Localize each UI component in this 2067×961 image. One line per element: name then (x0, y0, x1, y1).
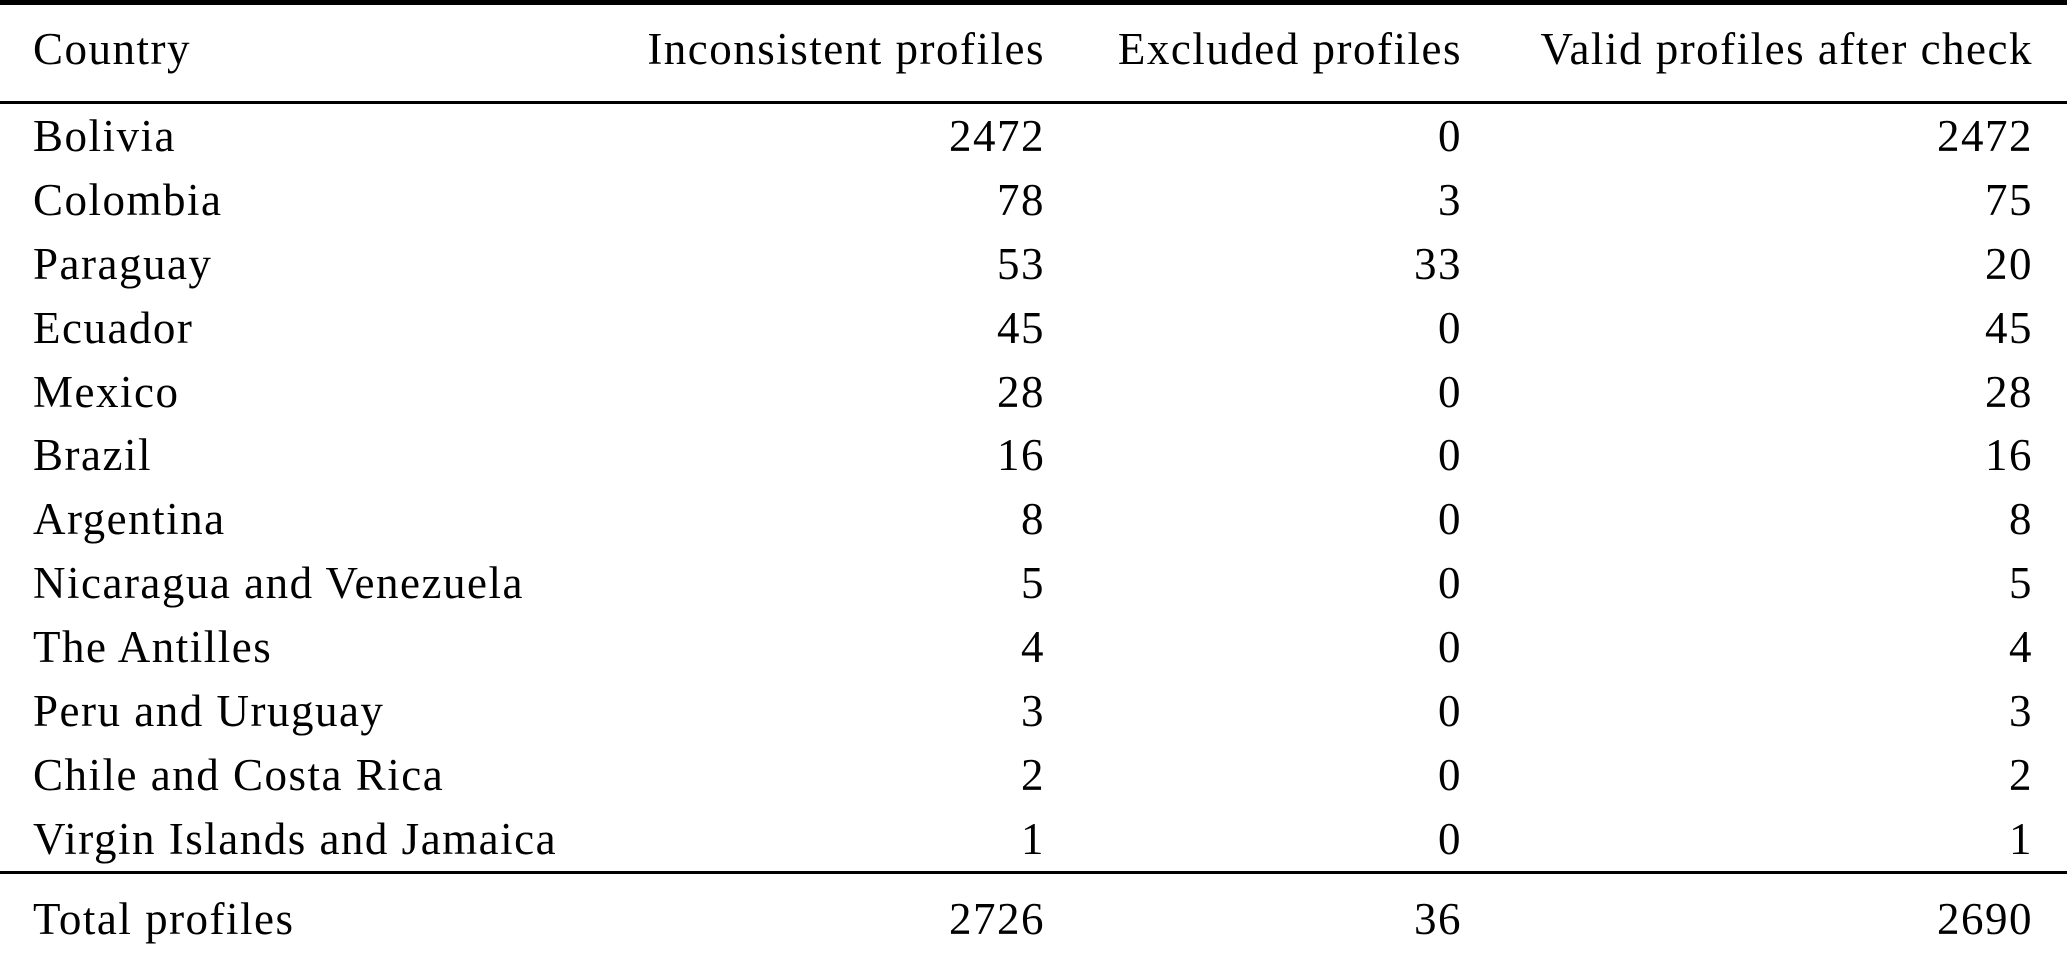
inconsistent-value-cell: 3 (1021, 685, 1045, 736)
table-row: Colombia 78 3 75 (0, 168, 2067, 232)
inconsistent-value-cell: 78 (997, 174, 1045, 225)
country-cell: Brazil (33, 430, 152, 481)
country-cell: Mexico (33, 366, 180, 417)
table-row: Peru and Uruguay 3 0 3 (0, 679, 2067, 743)
valid-value-cell: 3 (2009, 685, 2033, 736)
total-label: Total profiles (0, 870, 600, 961)
inconsistent-value-cell: 8 (1021, 494, 1045, 545)
country-cell: Colombia (33, 174, 223, 225)
valid-value-cell: 45 (1985, 302, 2033, 353)
inconsistent-value-cell: 4 (1021, 622, 1045, 673)
table-row: Brazil 16 0 16 (0, 423, 2067, 487)
inconsistent-value-cell: 1 (1021, 813, 1045, 864)
country-cell: The Antilles (33, 622, 273, 673)
country-cell: Nicaragua and Venezuela (33, 558, 524, 609)
excluded-value-cell: 0 (1438, 366, 1462, 417)
country-cell: Argentina (33, 494, 226, 545)
country-cell: Ecuador (33, 302, 194, 353)
excluded-value-cell: 3 (1438, 174, 1462, 225)
country-cell: Bolivia (33, 110, 176, 161)
country-cell: Peru and Uruguay (33, 685, 385, 736)
inconsistent-value-cell: 5 (1021, 558, 1045, 609)
table-footer: Total profiles 2726 36 2690 (0, 870, 2067, 961)
valid-value-cell: 16 (1985, 430, 2033, 481)
excluded-value-cell: 0 (1438, 110, 1462, 161)
excluded-value-cell: 33 (1414, 238, 1462, 289)
table-row: Virgin Islands and Jamaica 1 0 1 (0, 807, 2067, 872)
inconsistent-value-cell: 16 (997, 430, 1045, 481)
table-row: Nicaragua and Venezuela 5 0 5 (0, 551, 2067, 615)
table-row: Mexico 28 0 28 (0, 360, 2067, 424)
table-row: Chile and Costa Rica 2 0 2 (0, 743, 2067, 807)
header-row: Country Inconsistent profiles Excluded p… (0, 2, 2067, 104)
inconsistent-value-cell: 2472 (949, 110, 1045, 161)
inconsistent-value-cell: 53 (997, 238, 1045, 289)
column-header-inconsistent-profiles: Inconsistent profiles (600, 2, 1045, 104)
country-cell: Virgin Islands and Jamaica (33, 813, 558, 864)
excluded-value-cell: 0 (1438, 494, 1462, 545)
country-cell: Chile and Costa Rica (33, 749, 445, 800)
valid-value-cell: 28 (1985, 366, 2033, 417)
inconsistent-value-cell: 28 (997, 366, 1045, 417)
valid-value-cell: 20 (1985, 238, 2033, 289)
total-valid-value: 2690 (1462, 870, 2067, 961)
table-row: Argentina 8 0 8 (0, 487, 2067, 551)
table-header: Country Inconsistent profiles Excluded p… (0, 2, 2067, 104)
excluded-value-cell: 0 (1438, 749, 1462, 800)
column-header-valid-profiles-after-check: Valid profiles after check (1462, 2, 2067, 104)
table-body: Bolivia 2472 0 2472 Colombia 78 3 75 Paraguay 53 3… (0, 103, 2067, 873)
inconsistent-value-cell: 2 (1021, 749, 1045, 800)
table-row: Bolivia 2472 0 2472 (0, 103, 2067, 168)
column-header-excluded-profiles: Excluded profiles (1045, 2, 1462, 104)
country-cell: Paraguay (33, 238, 213, 289)
valid-value-cell: 2472 (1937, 110, 2033, 161)
table-row: Ecuador 45 0 45 (0, 296, 2067, 360)
excluded-value-cell: 0 (1438, 685, 1462, 736)
valid-value-cell: 4 (2009, 622, 2033, 673)
inconsistent-value-cell: 45 (997, 302, 1045, 353)
valid-value-cell: 75 (1985, 174, 2033, 225)
total-row: Total profiles 2726 36 2690 (0, 870, 2067, 961)
excluded-value-cell: 0 (1438, 302, 1462, 353)
excluded-value-cell: 0 (1438, 813, 1462, 864)
valid-value-cell: 8 (2009, 494, 2033, 545)
valid-value-cell: 5 (2009, 558, 2033, 609)
valid-value-cell: 1 (2009, 813, 2033, 864)
excluded-value-cell: 0 (1438, 622, 1462, 673)
total-inconsistent-value: 2726 (600, 870, 1045, 961)
table-row: The Antilles 4 0 4 (0, 615, 2067, 679)
column-header-country: Country (0, 2, 600, 104)
excluded-value-cell: 0 (1438, 558, 1462, 609)
table-row: Paraguay 53 33 20 (0, 232, 2067, 296)
total-excluded-value: 36 (1045, 870, 1462, 961)
valid-value-cell: 2 (2009, 749, 2033, 800)
excluded-value-cell: 0 (1438, 430, 1462, 481)
